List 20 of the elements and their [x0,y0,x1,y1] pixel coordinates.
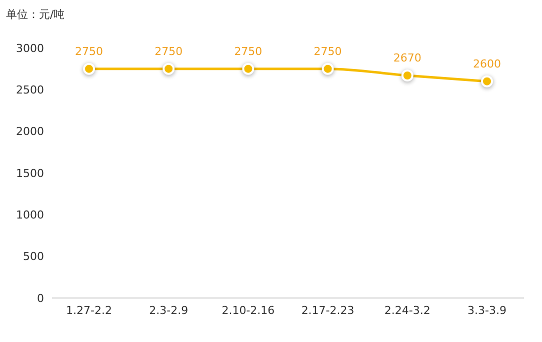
y-tick-label: 1500 [16,166,44,180]
y-tick-label: 2500 [16,84,44,97]
x-tick-label: 2.24-3.2 [384,304,430,317]
y-tick-label: 1000 [16,208,44,222]
y-tick-label: 0 [37,292,44,305]
x-tick-label: 2.17-2.23 [301,304,354,317]
data-label: 2670 [393,52,422,64]
data-label: 2750 [154,44,183,58]
data-label: 2750 [234,44,262,58]
x-tick-label: 1.27-2.2 [66,304,112,317]
y-axis-title: 单位：元/吨 [6,7,65,22]
y-tick-label: 500 [23,250,44,264]
data-label: 2750 [314,44,342,58]
x-tick-label: 2.3-2.9 [149,304,188,317]
x-tick-label: 3.3-3.9 [468,304,506,317]
data-label: 2750 [75,44,103,58]
x-tick-label: 2.10-2.16 [222,304,275,317]
y-tick-label: 3000 [16,42,44,55]
data-label: 2600 [473,57,501,70]
y-tick-label: 2000 [16,125,44,138]
